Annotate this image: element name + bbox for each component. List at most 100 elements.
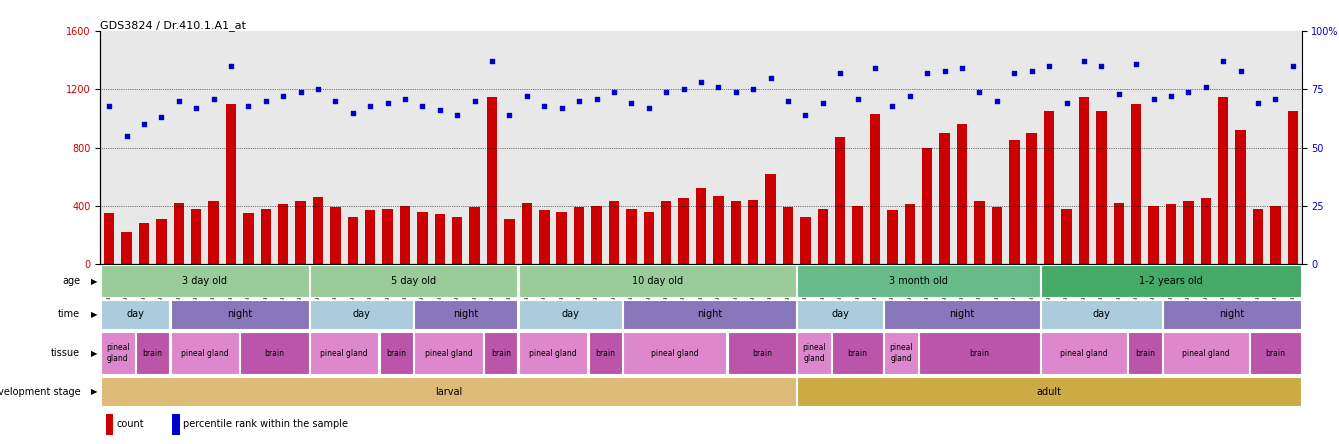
Point (482, 58, 503, 65)
Bar (453, 218, 462, 264)
Text: brain: brain (969, 349, 990, 357)
Text: ▶: ▶ (91, 349, 96, 357)
Point (151, 114, 171, 121)
Text: pineal gland: pineal gland (651, 349, 699, 357)
Bar (853, 206, 862, 264)
Text: pineal
gland: pineal gland (889, 343, 913, 363)
Point (848, 95, 869, 102)
Point (324, 97, 345, 104)
Bar (311, 266, 517, 297)
Point (1020, 67, 1042, 74)
Text: night: night (698, 309, 722, 320)
Text: 3 day old: 3 day old (182, 276, 228, 286)
Point (1160, 93, 1182, 100)
Bar (1164, 300, 1300, 329)
Bar (592, 206, 601, 264)
Text: adult: adult (1036, 387, 1062, 396)
Point (969, 88, 991, 95)
Bar (957, 124, 967, 264)
Bar (520, 266, 795, 297)
Bar (122, 232, 131, 264)
Bar (311, 332, 378, 374)
Point (1144, 95, 1165, 102)
Text: pineal gland: pineal gland (1060, 349, 1107, 357)
Text: brain: brain (387, 349, 406, 357)
Bar (485, 332, 517, 374)
Bar (609, 201, 619, 264)
Point (220, 63, 242, 70)
Bar (191, 209, 201, 264)
Bar (920, 332, 1039, 374)
Point (465, 97, 486, 104)
Text: night: night (228, 309, 252, 320)
Point (378, 100, 399, 107)
Text: day: day (352, 309, 371, 320)
Text: brain: brain (848, 349, 868, 357)
Bar (728, 332, 795, 374)
Bar (313, 197, 323, 264)
Bar (171, 332, 238, 374)
Point (1178, 88, 1200, 95)
Bar (261, 209, 270, 264)
Bar (209, 201, 218, 264)
Bar (415, 332, 482, 374)
Text: brain: brain (1135, 349, 1154, 357)
Bar (1079, 96, 1089, 264)
Bar (1131, 104, 1141, 264)
Point (986, 97, 1008, 104)
Point (185, 104, 208, 111)
Point (1213, 58, 1235, 65)
Bar (418, 211, 427, 264)
Point (1039, 63, 1060, 70)
Bar (311, 300, 412, 329)
Bar (798, 266, 1039, 297)
Point (568, 97, 589, 104)
Bar (836, 137, 845, 264)
Point (134, 121, 154, 128)
Text: pineal gland: pineal gland (1182, 349, 1229, 357)
Bar (818, 209, 828, 264)
Point (865, 65, 886, 72)
Bar (731, 201, 740, 264)
Bar (1027, 133, 1036, 264)
Point (742, 86, 763, 93)
Bar (171, 300, 308, 329)
Point (395, 95, 416, 102)
Bar (798, 332, 830, 374)
Bar (102, 300, 169, 329)
Point (917, 69, 939, 76)
Bar (104, 213, 114, 264)
Point (708, 83, 730, 91)
Bar (888, 210, 897, 264)
Bar (1114, 203, 1123, 264)
Bar (749, 200, 758, 264)
Bar (905, 204, 915, 264)
Bar (975, 201, 984, 264)
Bar (557, 211, 566, 264)
Bar (470, 207, 479, 264)
Text: time: time (58, 309, 80, 320)
Text: 5 day old: 5 day old (391, 276, 437, 286)
Bar (627, 209, 636, 264)
Text: day: day (126, 309, 145, 320)
Bar (435, 214, 445, 264)
Bar (139, 223, 149, 264)
Point (830, 69, 852, 76)
Bar (366, 210, 375, 264)
Bar (171, 414, 179, 435)
Bar (1010, 140, 1019, 264)
Bar (157, 219, 166, 264)
Text: pineal
gland: pineal gland (106, 343, 130, 363)
Bar (487, 96, 497, 264)
Point (586, 95, 608, 102)
Point (882, 102, 904, 109)
Point (204, 95, 225, 102)
Text: night: night (454, 309, 478, 320)
Point (778, 97, 799, 104)
Bar (400, 206, 410, 264)
Text: ▶: ▶ (91, 310, 96, 319)
Bar (226, 104, 236, 264)
Bar (1253, 209, 1263, 264)
Bar (1288, 111, 1297, 264)
Point (360, 102, 382, 109)
